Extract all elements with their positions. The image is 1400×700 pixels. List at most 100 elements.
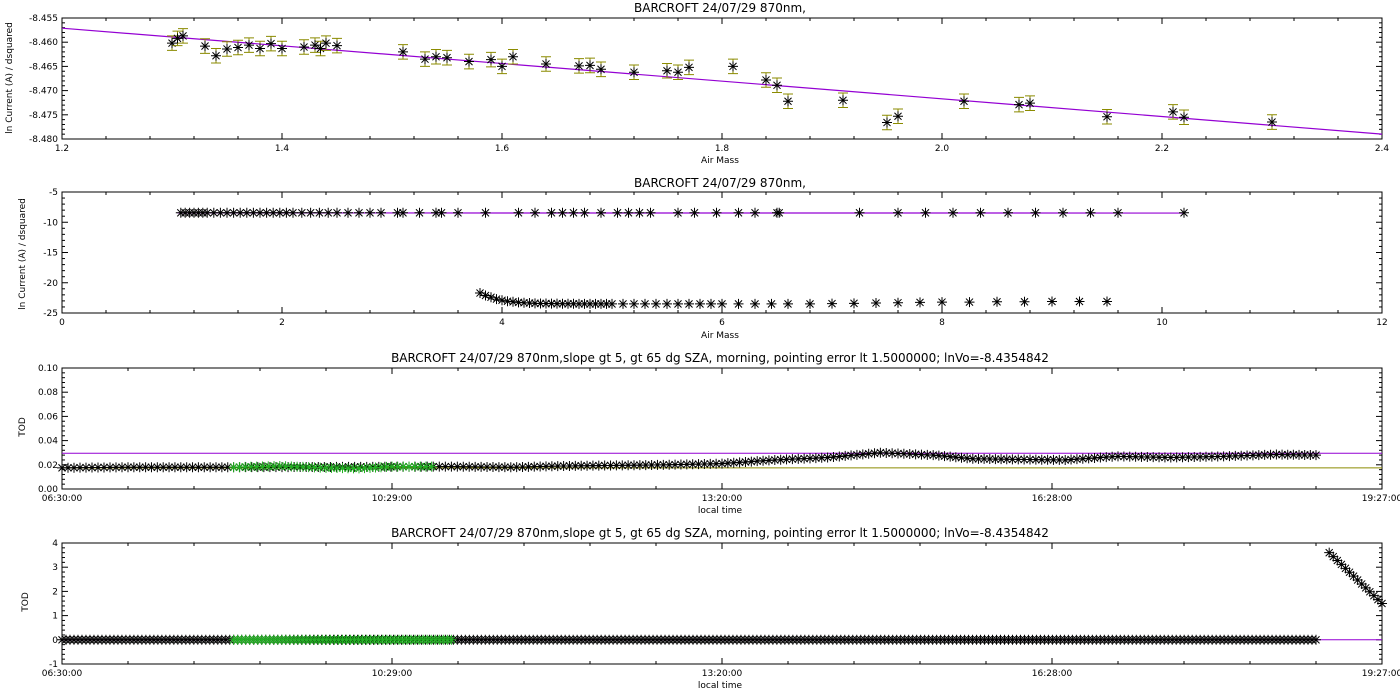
- point-glyph: [733, 298, 744, 309]
- data-point: [343, 461, 354, 472]
- data-point: [431, 51, 441, 62]
- data-point: [706, 298, 716, 309]
- data-point: [546, 298, 557, 309]
- point-glyph: [711, 458, 722, 469]
- data-point: [693, 459, 704, 470]
- point-glyph: [618, 298, 628, 309]
- y-tick-label: -1: [49, 660, 58, 670]
- x-tick-label: 13:20:00: [702, 494, 743, 504]
- data-point: [634, 207, 645, 218]
- point-glyph: [546, 461, 557, 472]
- point-glyph: [1364, 586, 1375, 597]
- data-point: [652, 459, 663, 470]
- data-point: [1025, 454, 1035, 465]
- point-glyph: [87, 462, 97, 473]
- point-glyph: [557, 207, 568, 218]
- data-point: [948, 207, 958, 218]
- data-point: [480, 290, 491, 301]
- data-point: [1013, 454, 1024, 465]
- data-point: [1324, 547, 1335, 558]
- data-point: [222, 462, 233, 473]
- point-glyph: [513, 297, 524, 308]
- point-glyph: [834, 451, 845, 462]
- data-point: [962, 453, 973, 464]
- point-glyph: [1328, 551, 1339, 562]
- point-glyph: [915, 297, 925, 308]
- data-point: [574, 298, 584, 309]
- data-point: [288, 207, 298, 218]
- data-point: [1177, 452, 1188, 463]
- point-glyph: [1183, 452, 1194, 463]
- point-glyph: [415, 461, 426, 472]
- point-glyph: [297, 461, 308, 472]
- data-point: [928, 450, 939, 461]
- point-glyph: [1113, 207, 1123, 218]
- data-point: [268, 207, 279, 218]
- data-point: [910, 449, 921, 460]
- point-glyph: [1271, 449, 1282, 460]
- data-point: [1247, 450, 1258, 461]
- data-point: [623, 207, 634, 218]
- data-point: [426, 461, 437, 472]
- data-point: [990, 454, 1001, 465]
- data-point: [689, 207, 700, 218]
- x-tick-label: 10:29:00: [372, 494, 413, 504]
- data-point: [266, 38, 276, 49]
- point-glyph: [1206, 451, 1217, 462]
- y-axis-label: ln Current (A) / dsquared: [18, 198, 28, 310]
- data-point: [1048, 454, 1059, 465]
- data-point: [846, 450, 857, 461]
- data-point: [546, 207, 557, 218]
- data-point: [309, 462, 320, 473]
- point-glyph: [585, 60, 595, 71]
- data-point: [211, 462, 221, 473]
- point-glyph: [222, 462, 233, 473]
- point-glyph: [480, 290, 491, 301]
- data-point: [215, 207, 226, 218]
- y-tick-label: 0.02: [38, 461, 58, 471]
- point-glyph: [904, 449, 915, 460]
- data-point: [315, 462, 326, 473]
- point-glyph: [248, 207, 259, 218]
- y-tick-label: -10: [43, 218, 58, 228]
- point-glyph: [134, 462, 145, 473]
- data-point: [1148, 452, 1159, 463]
- point-glyph: [634, 460, 645, 471]
- data-point: [996, 454, 1007, 465]
- point-glyph: [687, 459, 698, 470]
- data-point: [365, 462, 375, 473]
- point-glyph: [1247, 450, 1258, 461]
- point-glyph: [332, 463, 342, 474]
- point-glyph: [772, 80, 782, 91]
- point-glyph: [158, 462, 169, 473]
- point-glyph: [332, 207, 342, 218]
- data-point: [766, 298, 777, 309]
- data-point: [263, 461, 274, 472]
- point-glyph: [787, 454, 798, 465]
- data-point: [728, 457, 739, 468]
- x-tick-label: 16:28:00: [1032, 494, 1073, 504]
- point-glyph: [1048, 454, 1059, 465]
- point-glyph: [568, 298, 579, 309]
- data-point: [392, 207, 403, 218]
- data-point: [228, 462, 239, 473]
- point-glyph: [975, 207, 986, 218]
- data-point: [612, 207, 623, 218]
- point-glyph: [269, 461, 280, 472]
- point-glyph: [1102, 296, 1112, 307]
- data-point: [711, 458, 722, 469]
- point-glyph: [1224, 451, 1235, 462]
- data-series: [167, 28, 1277, 131]
- point-glyph: [105, 462, 115, 473]
- panel-airmass-zoom: BARCROFT 24/07/29 870nm, Air Mass ln Cur…: [5, 1, 1389, 166]
- data-point: [200, 41, 210, 52]
- data-point: [849, 298, 859, 309]
- point-glyph: [1058, 207, 1068, 218]
- data-point: [111, 462, 121, 473]
- data-point: [535, 298, 546, 309]
- data-point: [1118, 451, 1129, 462]
- y-tick-label: -8.465: [29, 62, 58, 72]
- data-point: [235, 207, 246, 218]
- data-point: [169, 462, 180, 473]
- data-point: [937, 297, 947, 308]
